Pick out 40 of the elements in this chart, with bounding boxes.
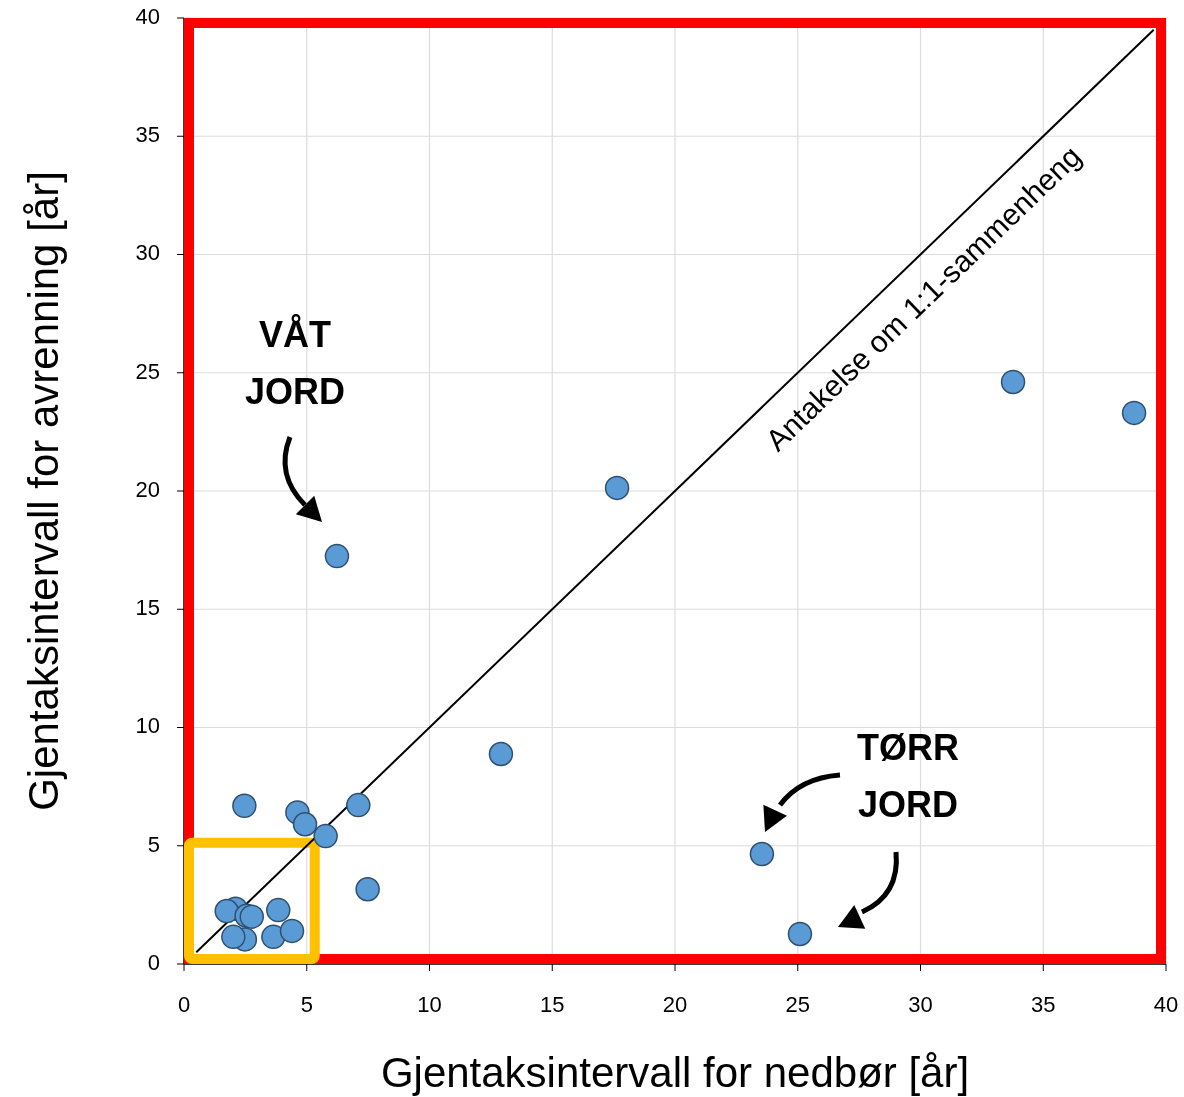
x-tick-label: 20 xyxy=(662,992,688,1017)
point xyxy=(604,475,630,501)
point xyxy=(313,823,338,849)
point xyxy=(1000,369,1026,395)
point xyxy=(787,921,813,947)
y-tick-label: 5 xyxy=(147,831,160,857)
x-axis-title: Gjentaksintervall for nedbør [år] xyxy=(380,1049,970,1096)
point xyxy=(292,811,318,837)
y-tick-label: 15 xyxy=(135,595,160,621)
point xyxy=(261,924,286,950)
x-tick-label: 35 xyxy=(1031,992,1056,1017)
y-tick-label: 10 xyxy=(135,713,160,739)
point xyxy=(239,904,265,929)
point xyxy=(749,841,775,867)
point xyxy=(488,741,514,767)
point xyxy=(221,924,246,950)
x-tick-label: 15 xyxy=(540,992,565,1017)
y-tick-label: 20 xyxy=(135,476,160,502)
point xyxy=(1121,400,1147,426)
point xyxy=(266,897,291,923)
y-tick-label: 25 xyxy=(135,358,160,384)
x-tick-label: 5 xyxy=(300,992,313,1017)
x-tick-label: 30 xyxy=(908,992,933,1017)
point xyxy=(324,543,350,569)
y-tick-label: 40 xyxy=(135,3,160,29)
y-tick-label: 35 xyxy=(135,122,160,148)
annotation: VÅT JORD xyxy=(244,314,346,412)
point xyxy=(279,918,305,944)
y-axis-title: Gjentaksintervall for avrenning [år] xyxy=(20,171,67,811)
point xyxy=(232,793,257,819)
x-tick-label: 0 xyxy=(177,992,191,1017)
y-tick-label: 0 xyxy=(147,949,160,975)
point xyxy=(214,898,239,924)
y-tick-label: 30 xyxy=(135,240,160,266)
annotation: TØRR JORD xyxy=(857,727,959,825)
x-tick-label: 10 xyxy=(417,992,442,1017)
x-tick-label: 40 xyxy=(1153,992,1179,1017)
point xyxy=(346,792,371,818)
point xyxy=(355,877,380,902)
x-tick-label: 25 xyxy=(785,992,810,1017)
